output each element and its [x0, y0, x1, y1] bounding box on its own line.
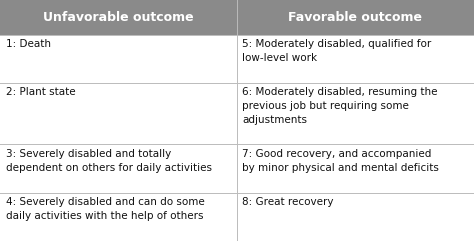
Text: Favorable outcome: Favorable outcome: [288, 11, 422, 24]
Bar: [237, 35, 474, 83]
Bar: [237, 193, 474, 241]
Text: 4: Severely disabled and can do some
daily activities with the help of others: 4: Severely disabled and can do some dai…: [6, 197, 204, 221]
Text: 8: Great recovery: 8: Great recovery: [242, 197, 334, 207]
Text: Unfavorable outcome: Unfavorable outcome: [43, 11, 193, 24]
Bar: [0, 0, 474, 35]
Bar: [0, 144, 237, 193]
Bar: [0, 83, 237, 144]
Text: 1: Death: 1: Death: [6, 39, 51, 49]
Text: 3: Severely disabled and totally
dependent on others for daily activities: 3: Severely disabled and totally depende…: [6, 149, 212, 173]
Bar: [0, 193, 237, 241]
Text: 2: Plant state: 2: Plant state: [6, 87, 75, 97]
Bar: [237, 83, 474, 144]
Bar: [0, 35, 237, 83]
Bar: [237, 144, 474, 193]
Text: 5: Moderately disabled, qualified for
low-level work: 5: Moderately disabled, qualified for lo…: [242, 39, 431, 63]
Text: 7: Good recovery, and accompanied
by minor physical and mental deficits: 7: Good recovery, and accompanied by min…: [242, 149, 439, 173]
Text: 6: Moderately disabled, resuming the
previous job but requiring some
adjustments: 6: Moderately disabled, resuming the pre…: [242, 87, 438, 126]
